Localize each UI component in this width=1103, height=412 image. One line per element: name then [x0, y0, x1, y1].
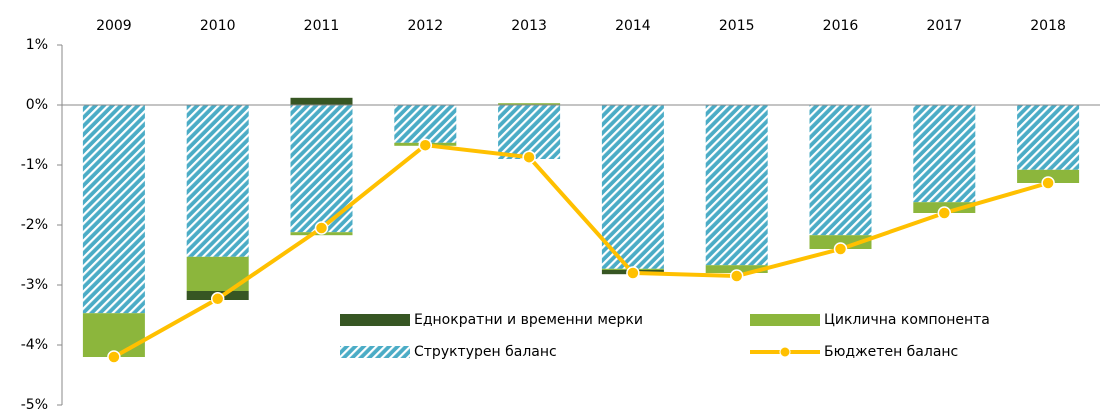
x-tick-label: 2014	[615, 18, 651, 34]
line-point	[833, 242, 848, 256]
bar	[290, 97, 353, 105]
legend-label: Бюджетен баланс	[824, 344, 958, 360]
bar	[705, 105, 768, 266]
x-tick-label: 2009	[96, 18, 132, 34]
legend-swatch	[779, 346, 791, 358]
bar	[913, 105, 976, 203]
y-tick-label: -3%	[21, 277, 48, 293]
bar	[82, 105, 145, 314]
line-point	[626, 266, 640, 280]
bar	[601, 105, 664, 269]
x-tick-label: 2018	[1030, 18, 1066, 34]
bar	[394, 105, 457, 143]
y-tick-label: 1%	[26, 37, 48, 53]
line-point	[210, 292, 225, 306]
bar	[82, 313, 145, 357]
bar	[186, 105, 249, 257]
y-tick-label: -1%	[21, 157, 48, 173]
line-point	[107, 350, 121, 364]
bar	[1017, 105, 1080, 170]
x-tick-label: 2017	[926, 18, 962, 34]
bar	[498, 105, 561, 159]
line	[112, 143, 1049, 359]
bar	[705, 265, 768, 273]
bar	[809, 105, 872, 236]
legend-swatch	[750, 314, 820, 326]
x-tick-label: 2015	[719, 18, 755, 34]
y-tick-label: 0%	[26, 97, 48, 113]
legend-swatch	[340, 346, 410, 358]
line-point	[937, 206, 952, 220]
legend-swatch	[340, 314, 410, 326]
line-point	[418, 138, 433, 152]
line-point	[1041, 176, 1055, 190]
x-tick-label: 2012	[407, 18, 443, 34]
y-tick-label: -5%	[21, 397, 48, 412]
x-tick-label: 2011	[304, 18, 340, 34]
legend-label: Циклична компонента	[824, 312, 990, 328]
y-tick-label: -4%	[21, 337, 48, 353]
x-tick-label: 2010	[200, 18, 236, 34]
line-point	[522, 150, 536, 164]
x-tick-label: 2016	[823, 18, 859, 34]
line-point	[729, 269, 744, 283]
y-tick-label: -2%	[21, 217, 48, 233]
x-tick-label: 2013	[511, 18, 547, 34]
line-point	[314, 221, 329, 235]
legend-label: Структурен баланс	[414, 344, 557, 360]
legend-label: Еднократни и временни мерки	[414, 312, 643, 328]
bar	[498, 103, 561, 105]
